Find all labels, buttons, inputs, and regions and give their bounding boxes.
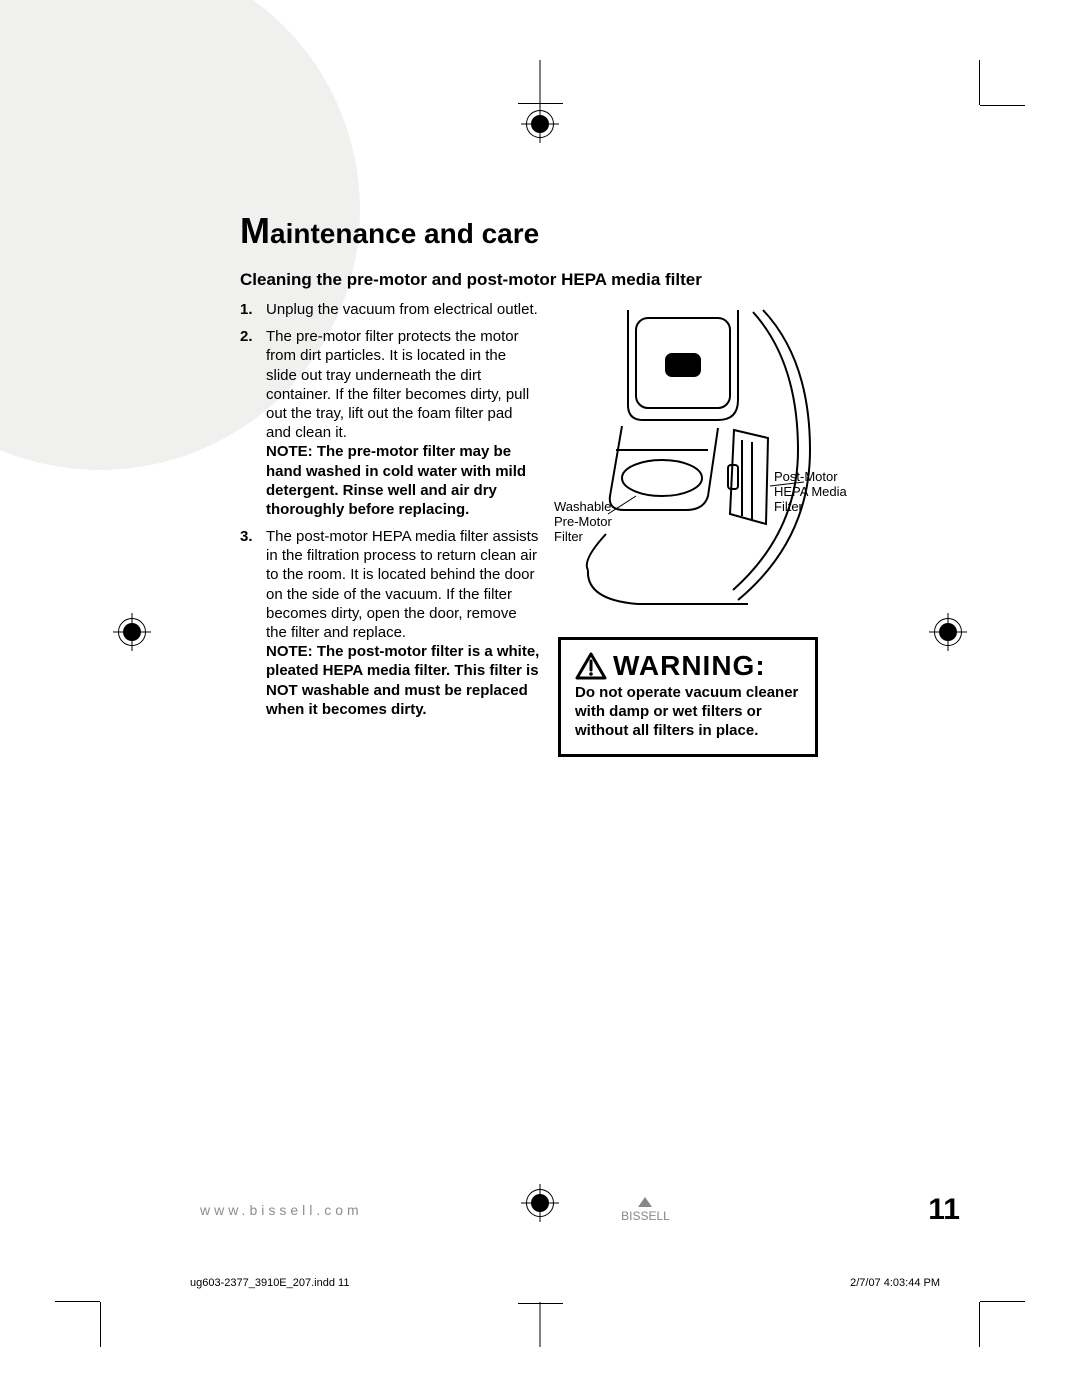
step-item: 2. The pre-motor filter protects the mot… bbox=[240, 327, 540, 519]
warning-triangle-icon bbox=[575, 652, 607, 680]
step-note: NOTE: The post-motor filter is a white, … bbox=[266, 643, 539, 718]
crop-mark bbox=[980, 1301, 1025, 1302]
page-footer: www.bissell.com BISSELL 11 bbox=[200, 1193, 960, 1227]
warning-heading-text: WARNING: bbox=[613, 650, 766, 682]
crop-mark bbox=[980, 105, 1025, 106]
step-number: 2. bbox=[240, 327, 266, 519]
logo-triangle-icon bbox=[638, 1197, 652, 1207]
step-note: NOTE: The pre-motor filter may be hand w… bbox=[266, 443, 526, 518]
diagram-label-premotor: Washable Pre-Motor Filter bbox=[554, 500, 624, 545]
vacuum-diagram: Washable Pre-Motor Filter Post-Motor HEP… bbox=[558, 300, 818, 615]
brand-logo: BISSELL bbox=[621, 1197, 670, 1223]
warning-box: WARNING: Do not operate vacuum cleaner w… bbox=[558, 637, 818, 757]
logo-text: BISSELL bbox=[621, 1209, 670, 1223]
instructions-column: 1. Unplug the vacuum from electrical out… bbox=[240, 300, 540, 757]
print-slug: ug603-2377_3910E_207.indd 11 2/7/07 4:03… bbox=[190, 1277, 940, 1289]
step-text: The pre-motor filter protects the motor … bbox=[266, 328, 529, 441]
warning-heading: WARNING: bbox=[575, 650, 801, 682]
section-subtitle: Cleaning the pre-motor and post-motor HE… bbox=[240, 270, 960, 290]
step-text: The post-motor HEPA media filter assists… bbox=[266, 528, 538, 641]
steps-list: 1. Unplug the vacuum from electrical out… bbox=[240, 300, 540, 719]
step-number: 3. bbox=[240, 527, 266, 719]
title-dropcap: M bbox=[240, 210, 270, 251]
step-item: 3. The post-motor HEPA media filter assi… bbox=[240, 527, 540, 719]
crop-mark bbox=[55, 1301, 100, 1302]
step-text: Unplug the vacuum from electrical outlet… bbox=[266, 300, 540, 319]
title-rest: aintenance and care bbox=[270, 218, 539, 249]
warning-body: Do not operate vacuum cleaner with damp … bbox=[575, 684, 801, 740]
page-title: Maintenance and care bbox=[240, 210, 960, 252]
slug-file: ug603-2377_3910E_207.indd 11 bbox=[190, 1277, 349, 1289]
footer-url: www.bissell.com bbox=[200, 1202, 363, 1218]
content-area: Maintenance and care Cleaning the pre-mo… bbox=[240, 210, 960, 757]
illustration-column: Washable Pre-Motor Filter Post-Motor HEP… bbox=[558, 300, 818, 757]
page-number: 11 bbox=[928, 1193, 960, 1227]
slug-timestamp: 2/7/07 4:03:44 PM bbox=[850, 1277, 940, 1289]
diagram-label-postmotor: Post-Motor HEPA Media Filter bbox=[774, 470, 854, 515]
step-item: 1. Unplug the vacuum from electrical out… bbox=[240, 300, 540, 319]
step-number: 1. bbox=[240, 300, 266, 319]
